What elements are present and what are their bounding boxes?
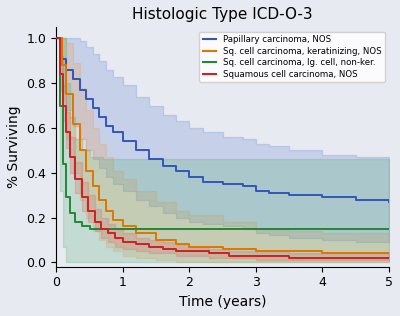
Title: Histologic Type ICD-O-3: Histologic Type ICD-O-3 — [132, 7, 313, 22]
Legend: Papillary carcinoma, NOS, Sq. cell carcinoma, keratinizing, NOS, Sq. cell carcin: Papillary carcinoma, NOS, Sq. cell carci… — [200, 32, 385, 82]
Y-axis label: % Surviving: % Surviving — [7, 106, 21, 188]
X-axis label: Time (years): Time (years) — [179, 295, 266, 309]
